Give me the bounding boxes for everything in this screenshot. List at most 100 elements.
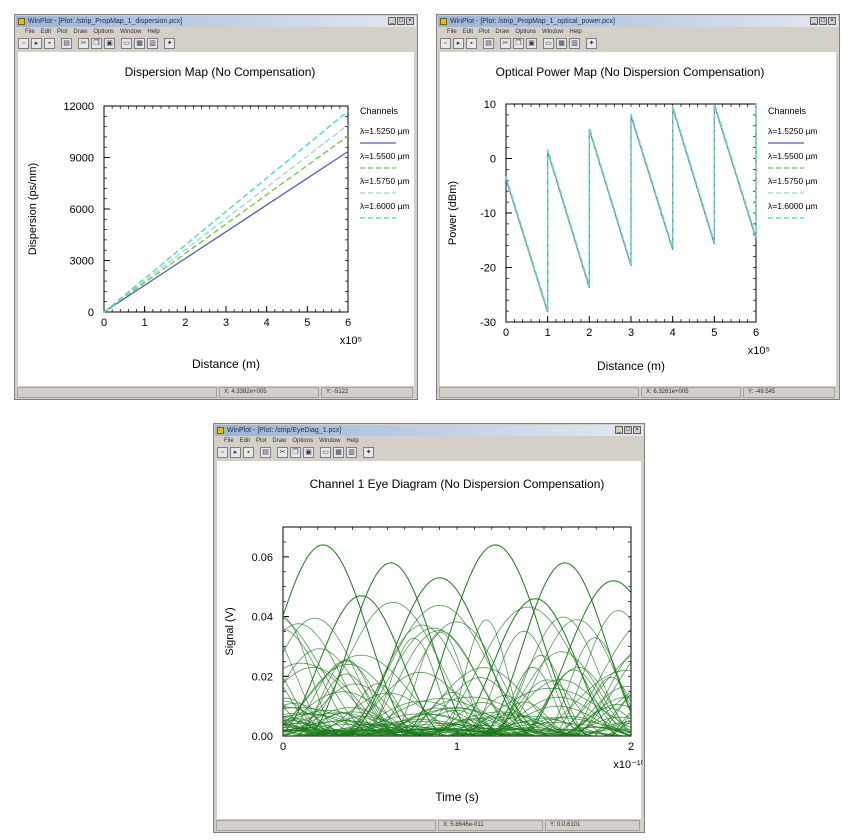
menu-draw[interactable]: Draw: [73, 29, 88, 35]
menu-help[interactable]: Help: [147, 29, 160, 35]
minimize-icon[interactable]: _: [615, 426, 623, 434]
menu-window[interactable]: Window: [120, 29, 142, 35]
maximize-icon[interactable]: □: [397, 17, 405, 25]
grid-icon[interactable]: ▦: [333, 447, 344, 458]
status-x: X: 6.3261e+005: [641, 387, 741, 398]
zoom-icon[interactable]: ▭: [320, 447, 331, 458]
copy-icon[interactable]: ❐: [290, 447, 301, 458]
minimize-icon[interactable]: _: [810, 17, 818, 25]
zoom-icon[interactable]: ▭: [121, 38, 132, 49]
close-icon[interactable]: ×: [406, 17, 414, 25]
eye-trace: [291, 729, 442, 736]
grid-icon[interactable]: ▦: [556, 38, 567, 49]
menu-options[interactable]: Options: [93, 29, 115, 35]
maximize-icon[interactable]: □: [819, 17, 827, 25]
save-icon[interactable]: ▪: [466, 38, 477, 49]
menu-plot[interactable]: Plot: [256, 438, 267, 444]
app-icon: [18, 18, 25, 25]
status-message: [216, 820, 436, 831]
x-tick-label: 0: [503, 327, 509, 339]
help-icon[interactable]: ✦: [363, 447, 374, 458]
eye-trace: [543, 655, 631, 736]
copy-icon[interactable]: ❐: [513, 38, 524, 49]
new-icon[interactable]: ▫: [440, 38, 451, 49]
eye-trace: [477, 562, 631, 736]
eye-trace: [583, 693, 631, 736]
x-tick-label: 1: [545, 327, 551, 339]
grid-icon[interactable]: ▦: [134, 38, 145, 49]
chart-icon[interactable]: ▥: [569, 38, 580, 49]
x-tick-label: 6: [345, 317, 351, 329]
eye-trace: [448, 598, 623, 736]
zoom-icon[interactable]: ▭: [543, 38, 554, 49]
menu-plot[interactable]: Plot: [57, 29, 68, 35]
legend-entry-label: λ=1.5750 µm: [768, 176, 818, 186]
help-icon[interactable]: ✦: [164, 38, 175, 49]
print-icon[interactable]: ▤: [260, 447, 271, 458]
minimize-icon[interactable]: _: [388, 17, 396, 25]
close-icon[interactable]: ×: [828, 17, 836, 25]
help-icon[interactable]: ✦: [586, 38, 597, 49]
print-icon[interactable]: ▤: [483, 38, 494, 49]
eye-trace: [573, 720, 631, 736]
menu-bar: File Edit Plot Draw Options Window Help: [17, 27, 415, 37]
status-message: [439, 387, 639, 398]
menu-edit[interactable]: Edit: [462, 29, 474, 35]
menu-options[interactable]: Options: [292, 438, 314, 444]
print-icon[interactable]: ▤: [61, 38, 72, 49]
menu-help[interactable]: Help: [346, 438, 359, 444]
open-icon[interactable]: ▸: [453, 38, 464, 49]
x-tick-label: 1: [454, 741, 460, 753]
window-titlebar[interactable]: WinPlot - [Plot: /strip_PropMap_1_optica…: [438, 16, 838, 27]
eye-trace: [283, 723, 375, 736]
chart-icon[interactable]: ▥: [147, 38, 158, 49]
menu-window[interactable]: Window: [319, 438, 341, 444]
menu-options[interactable]: Options: [515, 29, 537, 35]
eye-trace: [283, 729, 320, 736]
open-icon[interactable]: ▸: [31, 38, 42, 49]
menu-file[interactable]: File: [447, 29, 457, 35]
dispersion-chart: 0 1 2 3 4 5 6 0 3000 6000 9000 12000 Dispersion Map …: [27, 65, 410, 371]
x-tick-label: 0: [101, 317, 107, 329]
series-line: [103, 124, 349, 313]
paste-icon[interactable]: ▣: [303, 447, 314, 458]
eye-trace: [566, 676, 631, 736]
chart-title: Optical Power Map (No Dispersion Compens…: [496, 65, 765, 79]
close-icon[interactable]: ×: [633, 426, 641, 434]
eye-trace: [607, 711, 631, 736]
paste-icon[interactable]: ▣: [104, 38, 115, 49]
copy-icon[interactable]: ❐: [91, 38, 102, 49]
menu-edit[interactable]: Edit: [40, 29, 52, 35]
menu-plot[interactable]: Plot: [479, 29, 490, 35]
chart-icon[interactable]: ▥: [346, 447, 357, 458]
save-icon[interactable]: ▪: [243, 447, 254, 458]
eye-trace: [320, 719, 521, 736]
menu-edit[interactable]: Edit: [239, 438, 251, 444]
save-icon[interactable]: ▪: [44, 38, 55, 49]
eye-trace: [283, 691, 429, 736]
x-axis-label: Time (s): [435, 790, 479, 804]
cut-icon[interactable]: ✂: [78, 38, 89, 49]
eye-trace: [488, 666, 578, 736]
window-titlebar[interactable]: WinPlot - [Plot: /strip_PropMap_1_disper…: [16, 16, 416, 27]
eye-trace: [556, 686, 631, 736]
cut-icon[interactable]: ✂: [277, 447, 288, 458]
maximize-icon[interactable]: □: [624, 426, 632, 434]
cut-icon[interactable]: ✂: [500, 38, 511, 49]
menu-file[interactable]: File: [224, 438, 234, 444]
eye-chart: 0 1 2 0.00 0.02 0.04 0.06 Channel 1 Eye Diagram…: [224, 477, 643, 804]
new-icon[interactable]: ▫: [217, 447, 228, 458]
menu-file[interactable]: File: [25, 29, 35, 35]
x-tick-label: 2: [182, 317, 188, 329]
paste-icon[interactable]: ▣: [526, 38, 537, 49]
new-icon[interactable]: ▫: [18, 38, 29, 49]
menu-draw[interactable]: Draw: [495, 29, 510, 35]
status-bar: X: 4.3382e+005 Y: -5122: [17, 387, 415, 398]
menu-draw[interactable]: Draw: [272, 438, 287, 444]
window-title: WinPlot - [Plot: /strip_PropMap_1_optica…: [450, 18, 615, 25]
legend-entry-label: λ=1.5250 µm: [360, 126, 410, 136]
menu-window[interactable]: Window: [542, 29, 564, 35]
open-icon[interactable]: ▸: [230, 447, 241, 458]
window-titlebar[interactable]: WinPlot - [Plot: /strip/EyeDiag_1.pcx] _…: [215, 425, 643, 436]
menu-help[interactable]: Help: [569, 29, 582, 35]
